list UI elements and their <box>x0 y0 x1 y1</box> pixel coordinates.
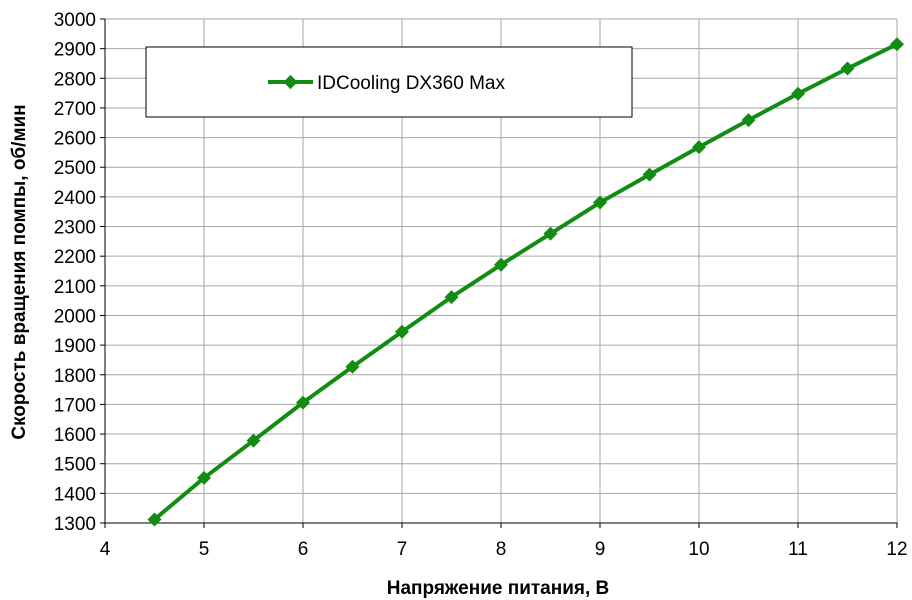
data-point <box>692 140 706 155</box>
x-tick-label: 6 <box>298 539 309 560</box>
x-tick-label: 8 <box>496 539 507 560</box>
y-tick-label: 1500 <box>54 455 96 476</box>
y-tick-label: 1700 <box>54 395 96 416</box>
series-group <box>147 37 904 527</box>
data-point <box>890 37 904 52</box>
y-tick-label: 2900 <box>54 40 96 61</box>
y-tick-label: 2500 <box>54 158 96 179</box>
data-point <box>494 257 508 272</box>
x-axis-title: Напряжение питания, В <box>387 578 610 599</box>
data-point <box>642 167 657 182</box>
y-tick-label: 2400 <box>54 188 96 209</box>
data-point <box>791 86 805 101</box>
axes <box>100 18 898 528</box>
x-axis-tick-labels: 4 5 6 7 8 9 10 11 12 <box>100 539 908 560</box>
data-point <box>395 324 409 339</box>
data-point <box>246 433 261 448</box>
y-tick-label: 3000 <box>54 10 96 31</box>
series-line <box>153 42 898 521</box>
data-point <box>840 61 855 76</box>
x-tick-label: 12 <box>886 539 907 560</box>
data-point <box>543 226 558 241</box>
x-tick-label: 10 <box>688 539 709 560</box>
x-tick-label: 7 <box>397 539 408 560</box>
y-tick-label: 1600 <box>54 425 96 446</box>
x-tick-label: 5 <box>199 539 210 560</box>
data-point <box>147 512 162 527</box>
y-tick-label: 1300 <box>54 514 96 535</box>
y-tick-label: 1800 <box>54 366 96 387</box>
y-tick-label: 2200 <box>54 247 96 268</box>
y-tick-label: 2800 <box>54 69 96 90</box>
data-point <box>741 113 756 128</box>
x-tick-label: 11 <box>788 539 808 560</box>
legend-box <box>145 46 633 118</box>
legend-entry-label: IDCooling DX360 Max <box>317 73 505 94</box>
y-tick-label: 1400 <box>54 484 96 505</box>
legend-marker-swatch <box>283 74 298 90</box>
y-tick-label: 2100 <box>54 277 96 298</box>
x-tick-label: 9 <box>595 539 606 560</box>
legend: IDCooling DX360 Max <box>145 46 633 118</box>
y-tick-label: 2700 <box>54 99 96 120</box>
y-axis-tick-labels: 1300 1400 1500 1600 1700 1800 1900 2000 2100 2200… <box>54 10 96 535</box>
y-tick-label: 2000 <box>54 306 96 327</box>
y-tick-label: 2300 <box>54 218 96 239</box>
data-point <box>593 195 607 210</box>
data-point <box>345 359 360 374</box>
x-tick-label: 4 <box>100 539 111 560</box>
y-axis-title: Скорость вращения помпы, об/мин <box>9 104 30 439</box>
data-point <box>444 290 459 305</box>
data-point <box>197 470 211 485</box>
y-tick-label: 2600 <box>54 129 96 150</box>
data-point <box>296 395 310 410</box>
y-tick-label: 1900 <box>54 336 96 357</box>
